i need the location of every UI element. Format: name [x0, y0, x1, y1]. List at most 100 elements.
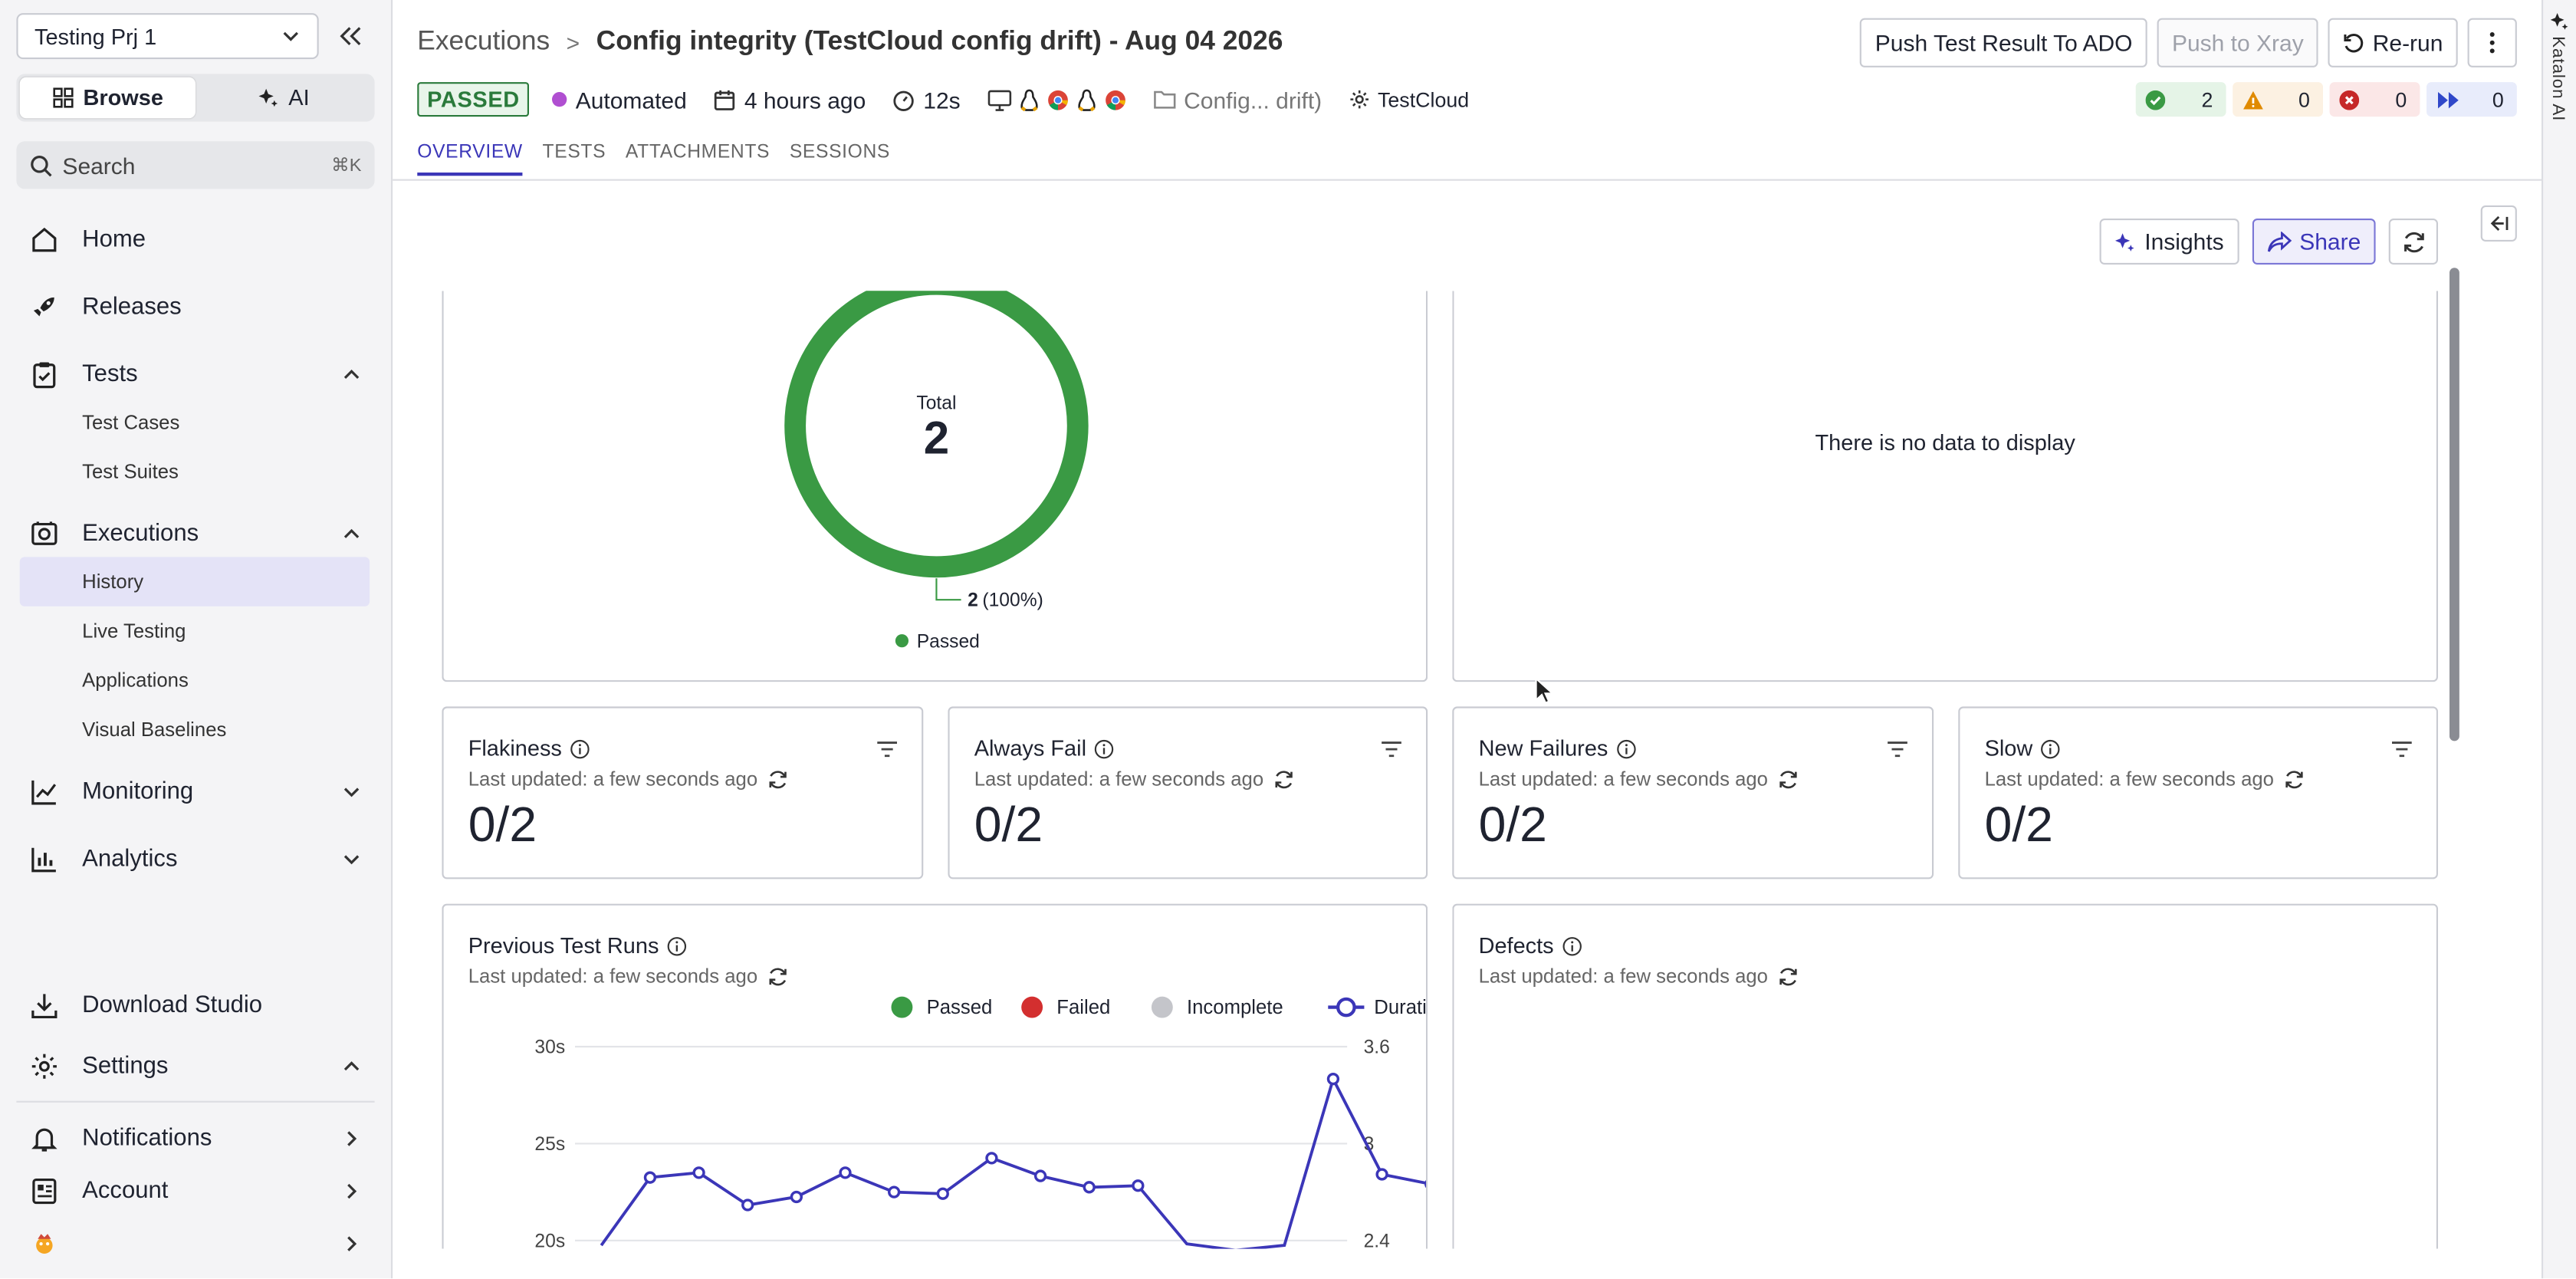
duration-point — [790, 1190, 803, 1204]
nav-visual-baselines[interactable]: Visual Baselines — [82, 718, 227, 741]
no-data-message: There is no data to display — [1815, 430, 2075, 455]
katalon-ai-label: Katalon AI — [2548, 36, 2568, 122]
new-failures-card: New Failures Last updated: a few seconds… — [1452, 706, 1934, 880]
tab-sessions[interactable]: SESSIONS — [789, 143, 890, 163]
donut-slice-value: 2 — [968, 590, 978, 611]
tab-attachments[interactable]: ATTACHMENTS — [625, 143, 770, 163]
check-circle-icon — [2145, 89, 2166, 110]
always-fail-updated-text: Last updated: a few seconds ago — [974, 767, 1264, 791]
sparkle-icon — [258, 88, 278, 107]
status-donut-chart: Total 2 2 (100%) Passed — [784, 291, 1089, 652]
refresh-icon[interactable] — [767, 768, 789, 790]
search-input[interactable]: Search ⌘K — [16, 141, 375, 189]
new-failures-title: New Failures — [1479, 736, 1636, 761]
nav-settings[interactable]: Settings — [30, 1051, 362, 1081]
cog-icon — [1349, 90, 1368, 109]
filter-icon[interactable] — [1886, 738, 1909, 761]
share-button[interactable]: Share — [2252, 219, 2376, 265]
filter-icon[interactable] — [2390, 738, 2413, 761]
search-placeholder: Search — [62, 152, 136, 179]
collapse-panel-icon — [2490, 215, 2509, 231]
info-icon[interactable] — [1562, 935, 1582, 955]
executions-icon — [31, 521, 58, 545]
slow-title: Slow — [1985, 736, 2061, 761]
insights-button[interactable]: Insights — [2100, 219, 2239, 265]
nav-notifications-label: Notifications — [82, 1125, 212, 1152]
rerun-button[interactable]: Re-run — [2328, 18, 2458, 67]
always-fail-title: Always Fail — [974, 736, 1115, 761]
refresh-icon[interactable] — [1273, 768, 1295, 790]
new-failures-updated-text: Last updated: a few seconds ago — [1478, 767, 1769, 791]
filter-icon[interactable] — [1380, 738, 1403, 761]
nav-user[interactable] — [30, 1229, 362, 1259]
panel-toggle-button[interactable] — [2480, 205, 2517, 242]
result-counts: 2 0 0 0 — [2135, 82, 2517, 117]
nav-analytics[interactable]: Analytics — [30, 844, 362, 874]
nav-account-label: Account — [82, 1178, 169, 1205]
refresh-icon[interactable] — [1778, 768, 1799, 790]
tab-tests[interactable]: TESTS — [542, 143, 606, 163]
info-icon[interactable] — [2041, 738, 2061, 758]
donut-leader-line — [935, 578, 961, 601]
legend-incomplete-dot — [1151, 996, 1173, 1018]
nav-live-testing[interactable]: Live Testing — [82, 619, 186, 643]
execution-started: 4 hours ago — [713, 87, 866, 113]
status-badge: PASSED — [417, 82, 530, 117]
legend-duration-label: Duration — [1374, 997, 1428, 1018]
nav-home[interactable]: Home — [30, 225, 362, 255]
defects-title-text: Defects — [1478, 933, 1554, 958]
nav-account[interactable]: Account — [30, 1176, 362, 1206]
legend-passed-dot — [891, 996, 913, 1018]
duration-point — [1424, 1179, 1427, 1189]
account-card-icon — [32, 1178, 57, 1205]
nav-test-suites[interactable]: Test Suites — [82, 460, 179, 483]
execution-meta: PASSED Automated 4 hours ago 12s — [417, 82, 1495, 117]
previous-runs-card: Previous Test Runs Last updated: a few s… — [442, 903, 1428, 1249]
nav-download-studio[interactable]: Download Studio — [30, 991, 362, 1021]
info-icon[interactable] — [1616, 738, 1636, 758]
flakiness-card: Flakiness Last updated: a few seconds ag… — [442, 706, 924, 880]
breadcrumb-executions[interactable]: Executions — [417, 26, 550, 56]
content-scrollbar[interactable] — [2450, 268, 2459, 741]
new-failures-value: 0/2 — [1478, 798, 1547, 853]
rerun-label: Re-run — [2372, 29, 2443, 56]
execution-config[interactable]: Config... drift) — [1152, 87, 1322, 113]
nav-releases[interactable]: Releases — [30, 292, 362, 322]
mode-browse[interactable]: Browse — [19, 77, 196, 119]
overview-tools: Insights Share — [2100, 219, 2438, 265]
info-icon[interactable] — [667, 935, 687, 955]
donut-total-label: Total — [916, 393, 956, 414]
refresh-icon[interactable] — [2284, 768, 2305, 790]
info-icon[interactable] — [1095, 738, 1115, 758]
refresh-button[interactable] — [2388, 219, 2438, 265]
filter-icon[interactable] — [876, 738, 899, 761]
donut-legend-passed: Passed — [917, 631, 980, 652]
slow-value: 0/2 — [1984, 798, 2053, 853]
main-area: Executions > Config integrity (TestCloud… — [393, 0, 2542, 1278]
nav-history[interactable]: History — [82, 570, 144, 593]
push-xray-button[interactable]: Push to Xray — [2157, 18, 2319, 67]
nav-tests[interactable]: Tests — [30, 360, 362, 390]
refresh-icon[interactable] — [1778, 965, 1799, 987]
nav-executions[interactable]: Executions — [30, 519, 362, 549]
tab-overview[interactable]: OVERVIEW — [417, 143, 523, 176]
katalon-ai-panel[interactable]: Katalon AI — [2542, 0, 2576, 1279]
rerun-icon — [2344, 32, 2364, 52]
mode-ai[interactable]: AI — [196, 77, 371, 119]
nav-notifications[interactable]: Notifications — [30, 1124, 362, 1154]
push-ado-button[interactable]: Push Test Result To ADO — [1860, 18, 2147, 67]
project-selector[interactable]: Testing Prj 1 — [16, 13, 319, 60]
line-chart-icon — [31, 780, 57, 805]
info-icon[interactable] — [570, 738, 590, 758]
nav-monitoring[interactable]: Monitoring — [30, 778, 362, 807]
legend-incomplete-label: Incomplete — [1187, 997, 1283, 1018]
refresh-icon[interactable] — [767, 965, 789, 987]
nav-applications[interactable]: Applications — [82, 669, 189, 692]
insights-label: Insights — [2144, 228, 2224, 255]
nav-test-cases[interactable]: Test Cases — [82, 410, 180, 434]
always-fail-updated: Last updated: a few seconds ago — [974, 768, 1295, 791]
more-options-button[interactable] — [2467, 18, 2517, 67]
y-left-tick-label: 20s — [534, 1231, 565, 1248]
new-failures-title-text: New Failures — [1478, 736, 1608, 761]
collapse-sidebar-icon[interactable] — [335, 21, 365, 51]
